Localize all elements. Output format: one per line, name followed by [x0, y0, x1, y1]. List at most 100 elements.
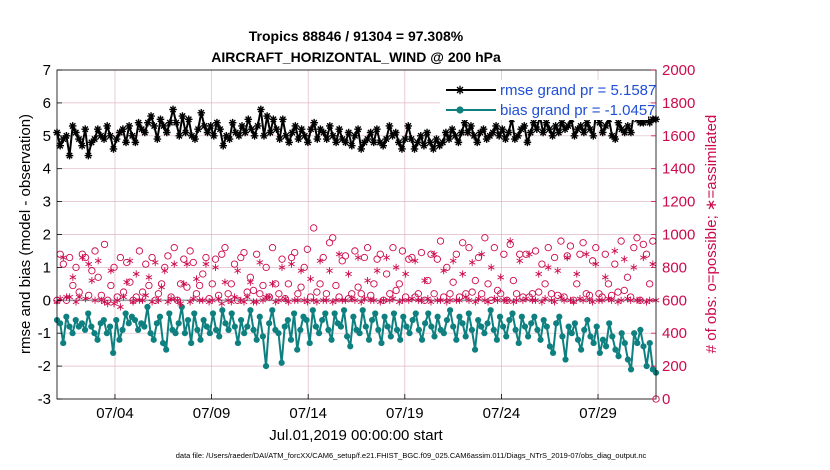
obs_assimilated-point: [570, 298, 577, 306]
rmse-point: [141, 128, 149, 137]
bias-point: [409, 316, 416, 324]
bias-point: [191, 310, 198, 317]
obs_possible-point: [329, 234, 337, 242]
rmse-point: [504, 128, 513, 137]
bias-point: [163, 346, 170, 353]
obs_assimilated-point: [63, 293, 70, 301]
obs_assimilated-point: [180, 280, 188, 288]
obs_possible-point: [611, 260, 619, 268]
rmse-point: [476, 128, 485, 137]
bias-point: [78, 320, 86, 327]
obs_possible-point: [370, 280, 378, 288]
obs_possible-point: [424, 276, 432, 285]
obs_possible-point: [468, 288, 476, 296]
rmse-point: [479, 125, 488, 134]
rmse-point: [247, 125, 256, 134]
obs_assimilated-point: [449, 257, 457, 265]
obs_assimilated-point: [506, 237, 514, 245]
bias-point: [599, 336, 607, 343]
obs_assimilated-point: [94, 257, 102, 265]
obs_assimilated-point: [563, 253, 571, 262]
bias-point: [643, 363, 650, 370]
obs_assimilated-point: [304, 298, 311, 306]
rmse-point: [533, 125, 541, 134]
obs_possible-point: [145, 281, 153, 290]
rmse-point: [523, 138, 532, 147]
bias-point: [206, 330, 213, 337]
bias-point: [578, 346, 585, 353]
rmse-point: [257, 105, 265, 114]
obs_assimilated-point: [221, 278, 229, 286]
bias-point: [478, 323, 485, 330]
rmse-point: [172, 118, 180, 127]
obs_possible-point: [154, 290, 163, 298]
rmse-point: [360, 138, 369, 147]
obs_assimilated-point: [424, 295, 432, 303]
rmse-point: [122, 138, 130, 147]
obs_assimilated-point: [345, 270, 352, 278]
obs_assimilated-point: [262, 293, 270, 301]
bias-point: [606, 320, 613, 327]
obs_assimilated-point: [158, 283, 165, 291]
rmse-point: [401, 135, 409, 143]
obs_assimilated-point: [199, 296, 207, 304]
rmse-point: [313, 135, 322, 143]
bias-point: [372, 310, 379, 317]
bias-point: [559, 333, 566, 340]
y-axis-right-label: # of obs: o=possible; ∗=assimilated: [703, 115, 720, 354]
obs_assimilated-point: [421, 276, 428, 285]
bias-point: [69, 330, 76, 337]
obs_assimilated-point: [256, 258, 264, 267]
obs_possible-point: [547, 290, 556, 298]
obs_possible-point: [208, 280, 216, 288]
obs_possible-point: [100, 240, 109, 249]
rmse-point: [589, 132, 598, 140]
obs_possible-point: [531, 247, 540, 255]
obs_assimilated-point: [208, 296, 216, 304]
obs_assimilated-point: [266, 293, 273, 301]
legend-rmse-marker: [455, 85, 465, 95]
obs_assimilated-point: [551, 298, 558, 306]
bias-point: [287, 336, 295, 343]
rmse-point: [407, 135, 416, 143]
bias-point: [356, 330, 363, 337]
rmse-point: [338, 135, 347, 143]
obs_possible-point: [398, 247, 407, 255]
rmse-point: [354, 125, 362, 134]
rmse-point: [291, 122, 300, 130]
bias-point: [166, 310, 173, 317]
bias-point: [150, 336, 157, 343]
y-left-tick-label: -2: [38, 358, 51, 375]
obs_possible-point: [294, 290, 302, 298]
obs_assimilated-point: [82, 295, 89, 303]
rmse-point: [438, 138, 447, 147]
obs_possible-point: [94, 273, 102, 281]
rmse-point: [511, 135, 519, 143]
rmse-point: [150, 122, 159, 130]
rmse-point: [373, 125, 381, 134]
obs_possible-point: [490, 244, 499, 252]
obs_assimilated-point: [367, 296, 375, 304]
rmse-point: [216, 125, 224, 134]
obs_assimilated-point: [202, 260, 210, 268]
bias-point: [262, 363, 270, 370]
obs_assimilated-point: [399, 296, 406, 304]
rmse-point: [162, 128, 171, 137]
obs_assimilated-point: [240, 298, 248, 306]
bias-point: [390, 310, 398, 317]
obs_assimilated-point: [633, 296, 641, 304]
bias-point: [194, 326, 201, 334]
rmse-point: [62, 132, 71, 140]
bias-point: [515, 339, 522, 347]
obs_assimilated-point: [275, 296, 283, 304]
obs_assimilated-point: [649, 260, 657, 268]
obs_possible-point: [186, 247, 194, 255]
rmse-point: [156, 115, 165, 124]
obs_possible-point: [541, 280, 549, 288]
obs_possible-point: [389, 244, 397, 252]
bias-point: [325, 326, 332, 334]
y-axis-left-label: rmse and bias (model - observation): [17, 114, 34, 354]
bias-point: [368, 316, 376, 324]
obs_assimilated-point: [560, 296, 568, 304]
obs_assimilated-point: [617, 296, 625, 304]
